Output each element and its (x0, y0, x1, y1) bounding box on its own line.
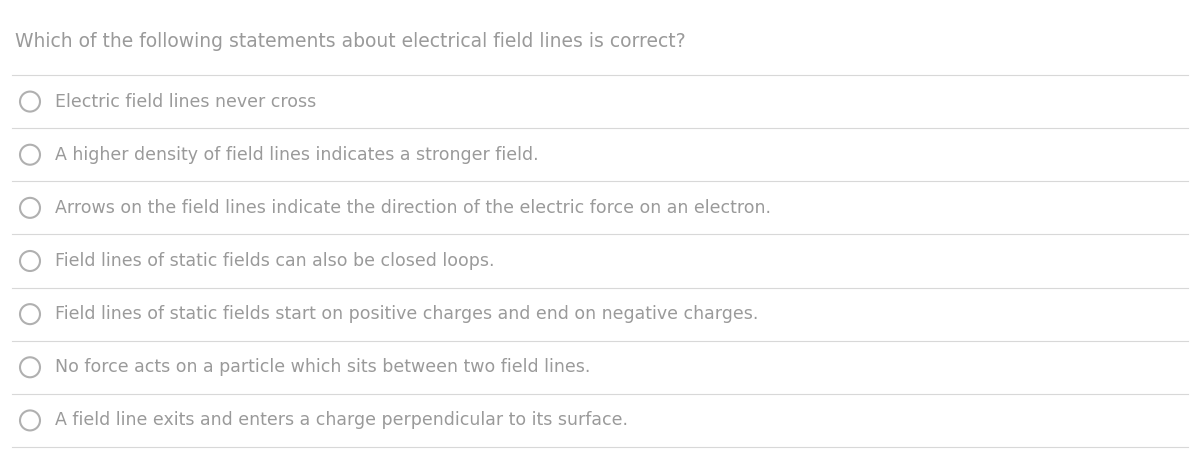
Text: Field lines of static fields can also be closed loops.: Field lines of static fields can also be… (55, 252, 494, 270)
Text: A higher density of field lines indicates a stronger field.: A higher density of field lines indicate… (55, 146, 539, 164)
Text: Arrows on the field lines indicate the direction of the electric force on an ele: Arrows on the field lines indicate the d… (55, 199, 772, 217)
Text: Field lines of static fields start on positive charges and end on negative charg: Field lines of static fields start on po… (55, 305, 758, 323)
Text: A field line exits and enters a charge perpendicular to its surface.: A field line exits and enters a charge p… (55, 411, 628, 430)
Text: Which of the following statements about electrical field lines is correct?: Which of the following statements about … (14, 32, 685, 51)
Text: No force acts on a particle which sits between two field lines.: No force acts on a particle which sits b… (55, 358, 590, 376)
Text: Electric field lines never cross: Electric field lines never cross (55, 93, 317, 111)
